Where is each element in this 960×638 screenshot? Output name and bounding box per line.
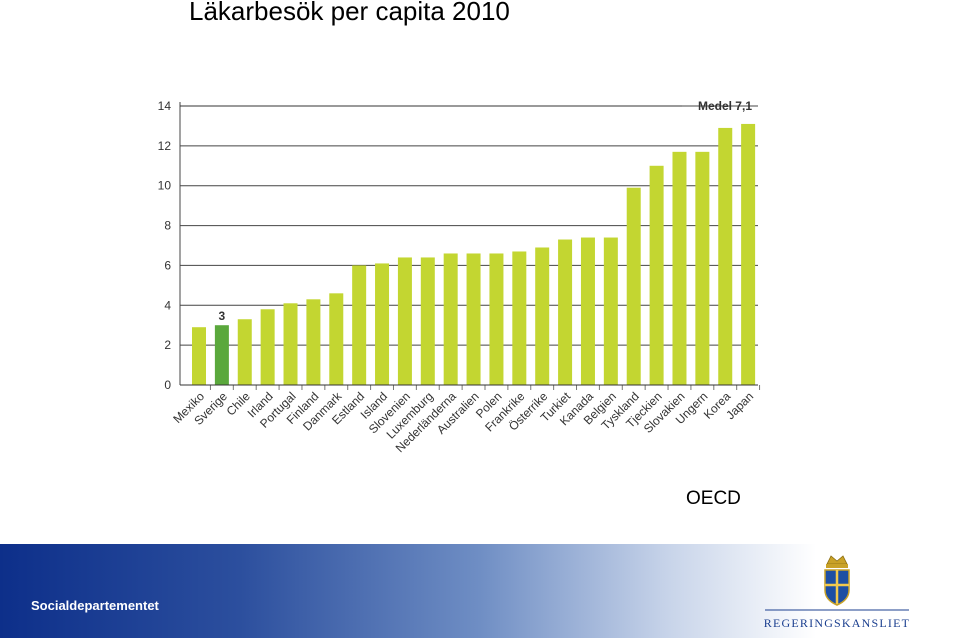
y-tick-label: 10 (158, 179, 172, 193)
department-name: Socialdepartementet (31, 598, 159, 613)
bar (626, 187, 641, 385)
bar (375, 263, 390, 385)
regeringskansliet-logo: REGERINGSKANSLIET (757, 554, 917, 634)
y-tick-label: 12 (158, 139, 172, 153)
y-axis-ticks: 0 2 4 6 8 10 12 14 (158, 99, 172, 392)
highlight-value-label: 3 (219, 309, 226, 323)
bar (466, 253, 481, 385)
y-tick-label: 6 (164, 258, 171, 272)
mean-reference-label: Medel 7,1 (698, 99, 752, 113)
bar (672, 151, 687, 385)
bar (214, 325, 229, 385)
bar (512, 251, 527, 385)
y-tick-label: 2 (164, 338, 171, 352)
crown-shield-icon (765, 555, 909, 611)
bar (192, 327, 206, 385)
y-tick-label: 4 (164, 298, 171, 312)
x-axis-labels: MexikoSverigeChileIrlandPortugalFinlandD… (170, 389, 756, 456)
bar (741, 123, 756, 385)
bar (283, 303, 298, 385)
slide-title: Läkarbesök per capita 2010 (189, 0, 510, 26)
bar (260, 309, 275, 385)
bar (718, 127, 733, 386)
bar (397, 257, 412, 385)
bar (443, 253, 458, 385)
bar-chart: 0 2 4 6 8 10 12 14 MexikoSverigeChileIrlandPort… (158, 99, 761, 456)
bar (352, 265, 367, 385)
bar (420, 257, 435, 385)
bar (329, 293, 344, 385)
bar (603, 237, 618, 385)
y-tick-label: 14 (158, 99, 172, 113)
bar (649, 165, 664, 385)
bar (558, 239, 573, 385)
bar (695, 151, 710, 385)
bar (535, 247, 550, 385)
chart-bars (192, 123, 761, 390)
y-tick-label: 8 (164, 219, 171, 233)
bar (306, 299, 321, 385)
bar (580, 237, 595, 385)
bar (489, 253, 504, 385)
y-tick-label: 0 (164, 378, 171, 392)
logo-text: REGERINGSKANSLIET (763, 616, 911, 630)
footer-bar: Socialdepartementet REGERINGSKANSLIET (0, 544, 960, 638)
source-label: OECD (686, 488, 741, 509)
bar (237, 319, 252, 385)
